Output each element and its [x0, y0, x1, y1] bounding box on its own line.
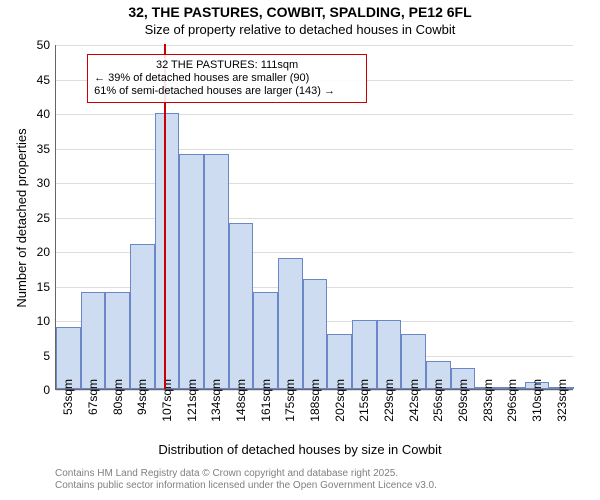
y-tick-label: 40: [37, 107, 50, 121]
x-tick-label: 67sqm: [86, 379, 100, 415]
x-tick-label: 148sqm: [234, 379, 248, 422]
y-tick-label: 15: [37, 280, 50, 294]
y-tick-label: 45: [37, 73, 50, 87]
bar: [303, 279, 328, 389]
x-tick-label: 310sqm: [530, 379, 544, 422]
bar: [155, 113, 180, 389]
gridline: [56, 218, 573, 219]
x-tick-label: 256sqm: [431, 379, 445, 422]
x-tick-label: 188sqm: [308, 379, 322, 422]
y-tick-label: 0: [43, 383, 50, 397]
footer-line-2: Contains public sector information licen…: [55, 480, 437, 492]
x-tick-label: 202sqm: [333, 379, 347, 422]
x-tick-label: 215sqm: [357, 379, 371, 422]
footer-line-1: Contains HM Land Registry data © Crown c…: [55, 468, 437, 480]
bar: [204, 154, 229, 389]
y-tick-label: 35: [37, 142, 50, 156]
y-tick-label: 5: [43, 349, 50, 363]
x-tick-label: 107sqm: [160, 379, 174, 422]
x-tick-label: 80sqm: [111, 379, 125, 415]
chart-title: 32, THE PASTURES, COWBIT, SPALDING, PE12…: [0, 4, 600, 20]
bar: [130, 244, 155, 389]
x-tick-label: 161sqm: [259, 379, 273, 422]
annotation-line: 61% of semi-detached houses are larger (…: [94, 85, 360, 98]
x-tick-label: 121sqm: [185, 379, 199, 422]
y-tick-label: 50: [37, 38, 50, 52]
x-tick-label: 53sqm: [61, 379, 75, 415]
gridline: [56, 114, 573, 115]
footer-attribution: Contains HM Land Registry data © Crown c…: [55, 468, 437, 492]
bar: [253, 292, 278, 389]
x-tick-label: 229sqm: [382, 379, 396, 422]
annotation-box: 32 THE PASTURES: 111sqm← 39% of detached…: [87, 54, 367, 104]
x-tick-label: 94sqm: [135, 379, 149, 415]
bar: [278, 258, 303, 389]
x-tick-label: 242sqm: [407, 379, 421, 422]
x-axis-label: Distribution of detached houses by size …: [0, 442, 600, 457]
bar: [105, 292, 130, 389]
y-tick-label: 25: [37, 211, 50, 225]
x-tick-label: 296sqm: [505, 379, 519, 422]
y-tick-label: 30: [37, 176, 50, 190]
x-tick-label: 134sqm: [209, 379, 223, 422]
x-tick-label: 269sqm: [456, 379, 470, 422]
bar: [229, 223, 254, 389]
x-tick-label: 283sqm: [481, 379, 495, 422]
gridline: [56, 149, 573, 150]
gridline: [56, 183, 573, 184]
bar: [179, 154, 204, 389]
plot-area: 0510152025303540455053sqm67sqm80sqm94sqm…: [55, 45, 573, 390]
x-tick-label: 175sqm: [283, 379, 297, 422]
y-tick-label: 20: [37, 245, 50, 259]
annotation-line: ← 39% of detached houses are smaller (90…: [94, 72, 360, 85]
x-tick-label: 323sqm: [555, 379, 569, 422]
chart-subtitle: Size of property relative to detached ho…: [0, 22, 600, 37]
gridline: [56, 45, 573, 46]
bar: [81, 292, 106, 389]
y-axis-label: Number of detached properties: [14, 128, 29, 307]
y-tick-label: 10: [37, 314, 50, 328]
annotation-line: 32 THE PASTURES: 111sqm: [94, 59, 360, 72]
